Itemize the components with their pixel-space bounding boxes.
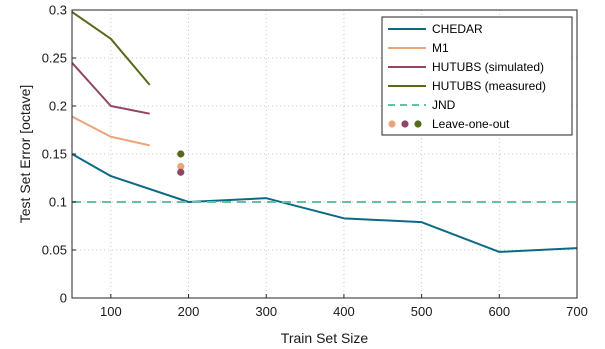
axis-ticks: 100 200 300 400 500 600 700 0 0.05 0.1 0.15 0.2 0.25… (42, 3, 588, 320)
legend-label: HUTUBS (simulated) (432, 60, 544, 74)
series-line (71, 115, 150, 147)
y-tick-label: 0.1 (49, 195, 67, 210)
y-axis-label: Test Set Error [octave] (17, 85, 33, 224)
y-tick-label: 0.15 (42, 147, 67, 162)
series-line (71, 153, 578, 253)
y-tick-label: 0.3 (49, 3, 67, 18)
legend-label: M1 (432, 41, 449, 55)
x-tick-label: 200 (178, 304, 200, 319)
legend-label: CHEDAR (432, 22, 483, 36)
legend-label: HUTUBS (measured) (432, 79, 546, 93)
leave-one-out-point (177, 150, 185, 158)
x-tick-label: 500 (411, 304, 433, 319)
leave-one-out-point (177, 162, 185, 171)
x-axis-label: Train Set Size (281, 330, 369, 346)
legend-label: Leave-one-out (432, 117, 510, 131)
x-tick-label: 300 (255, 304, 277, 319)
series-layer (71, 11, 578, 253)
x-tick-label: 400 (333, 304, 355, 319)
legend-box (381, 16, 573, 136)
y-tick-label: 0.25 (42, 51, 67, 66)
y-tick-label: 0.2 (49, 99, 67, 114)
legend-swatch-dot (414, 120, 422, 128)
legend-label: JND (432, 98, 456, 112)
y-tick-label: 0 (60, 291, 67, 306)
scatter-layer (177, 150, 185, 176)
series-line (71, 62, 150, 115)
legend-swatch-dot (388, 120, 396, 128)
leave-one-out-point (177, 168, 185, 176)
x-tick-label: 600 (488, 304, 510, 319)
legend-swatch-dot (401, 120, 409, 128)
series-line (71, 11, 151, 86)
x-tick-label: 100 (100, 304, 122, 319)
legend: CHEDAR M1 HUTUBS (simulated) HUTUBS (measur… (381, 16, 573, 136)
y-tick-label: 0.05 (42, 243, 67, 258)
x-tick-label: 700 (566, 304, 588, 319)
